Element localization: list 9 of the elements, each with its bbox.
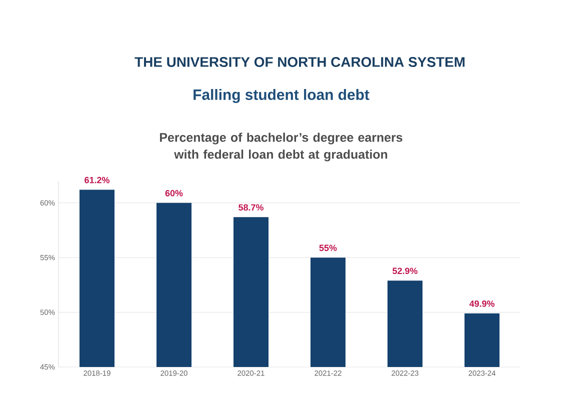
text: THE UNIVERSITY OF NORTH CAROLINA SYSTEM [134, 57, 465, 67]
data-label: 55% [319, 244, 337, 252]
data-label: 52.9% [392, 268, 418, 274]
data-label: 58.7% [238, 204, 264, 211]
data-label: 49.9% [469, 300, 494, 307]
chart-subtitle: Percentage of bachelor’s degree earners with federal loan debt at graduation [160, 132, 402, 162]
data-label: 60% [165, 190, 183, 196]
chart-title: Falling student loan debt [194, 89, 370, 103]
data-label: 61.2% [84, 176, 110, 184]
